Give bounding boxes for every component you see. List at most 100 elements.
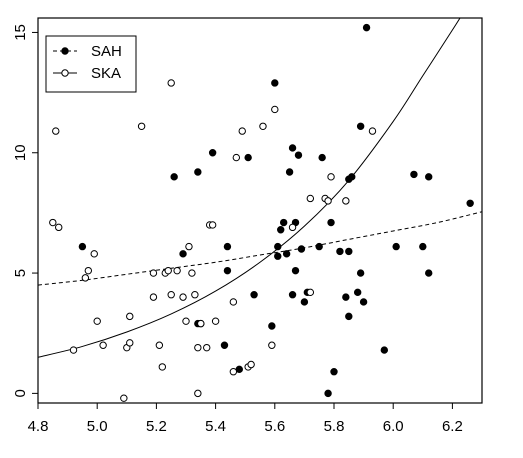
point-sah: [288, 144, 297, 152]
point-sah: [244, 153, 252, 162]
point-ska: [194, 389, 202, 398]
point-sah: [359, 298, 368, 306]
x-tick-label: 5.4: [205, 418, 226, 435]
point-ska: [306, 194, 315, 203]
point-sah: [330, 368, 338, 376]
point-ska: [194, 343, 202, 352]
x-axis: 4.8 5.0 5.2 5.4 5.6 5.8 6.0 6.2: [28, 402, 463, 435]
point-sah: [318, 153, 326, 162]
x-tick-label: 5.2: [146, 418, 167, 435]
legend-marker-sah: [61, 47, 69, 55]
point-sah: [380, 346, 389, 354]
x-tick-label: 6.2: [442, 418, 463, 435]
point-sah: [271, 79, 279, 87]
point-sah: [356, 122, 365, 130]
point-ska: [155, 341, 164, 349]
point-sah: [223, 266, 232, 275]
point-ska: [120, 394, 128, 402]
point-ska: [164, 266, 172, 275]
point-sah: [425, 269, 433, 277]
point-ska: [69, 346, 78, 354]
point-ska: [208, 221, 217, 229]
point-sah: [342, 293, 350, 301]
point-ska: [185, 242, 193, 251]
point-sah: [356, 269, 365, 277]
point-ska: [324, 197, 332, 205]
point-sah: [294, 151, 303, 159]
point-ska: [191, 291, 199, 299]
point-ska: [84, 266, 93, 275]
point-ska: [93, 317, 101, 325]
fit-line-ska: [38, 18, 461, 358]
point-sah: [324, 389, 332, 398]
point-sah: [208, 149, 217, 157]
point-sah: [288, 291, 297, 299]
point-ska: [271, 105, 279, 114]
point-ska: [268, 341, 276, 349]
point-ska: [259, 122, 267, 130]
point-sah: [466, 199, 474, 207]
point-ska: [211, 317, 220, 325]
x-tick-label: 5.6: [264, 418, 285, 435]
x-tick-label: 4.8: [28, 418, 49, 435]
point-sah: [194, 168, 202, 176]
point-sah: [425, 173, 433, 181]
point-ska: [99, 341, 107, 349]
point-ska: [167, 291, 175, 299]
point-sah: [274, 242, 282, 251]
point-ska: [182, 317, 190, 325]
point-ska: [126, 339, 134, 347]
point-sah: [392, 242, 400, 251]
point-sah: [300, 298, 309, 306]
point-sah: [327, 218, 335, 227]
point-ska: [137, 122, 146, 130]
point-sah: [285, 168, 294, 176]
point-sah: [179, 250, 187, 258]
point-ska: [327, 173, 335, 181]
point-sah: [279, 218, 288, 227]
point-sah: [277, 226, 285, 234]
point-sah: [223, 242, 232, 251]
point-ska: [90, 250, 98, 258]
legend-marker-ska: [61, 69, 69, 77]
point-sah: [410, 170, 418, 179]
point-sah: [336, 247, 344, 256]
point-sah: [220, 341, 229, 349]
point-ska: [232, 153, 241, 162]
point-ska: [247, 360, 255, 369]
fit-lines: [38, 18, 482, 358]
point-sah: [345, 247, 353, 256]
point-sah: [78, 242, 87, 251]
point-ska: [167, 79, 175, 87]
point-ska: [179, 293, 187, 301]
y-tick-label: 10: [12, 144, 29, 161]
data-points: [49, 23, 474, 402]
x-tick-label: 5.0: [87, 418, 108, 435]
point-ska: [149, 293, 158, 301]
legend: SAH SKA: [45, 35, 137, 93]
y-tick-label: 5: [12, 269, 29, 277]
point-sah: [345, 312, 353, 321]
point-ska: [49, 218, 57, 227]
point-ska: [288, 223, 297, 232]
point-sah: [282, 250, 291, 258]
point-ska: [81, 274, 90, 282]
point-ska: [55, 223, 63, 232]
point-ska: [203, 343, 211, 352]
legend-label-ska: SKA: [91, 65, 121, 82]
point-ska: [342, 197, 350, 205]
point-sah: [353, 288, 362, 297]
point-sah: [362, 23, 371, 32]
point-sah: [297, 245, 306, 253]
point-ska: [126, 312, 134, 321]
point-sah: [291, 266, 300, 275]
legend-box: [45, 35, 137, 93]
point-ska: [188, 269, 196, 277]
point-ska: [197, 319, 205, 328]
point-sah: [348, 173, 356, 181]
point-ska: [158, 363, 167, 371]
point-sah: [170, 173, 178, 181]
legend-label-sah: SAH: [91, 43, 122, 60]
point-ska: [368, 127, 377, 135]
